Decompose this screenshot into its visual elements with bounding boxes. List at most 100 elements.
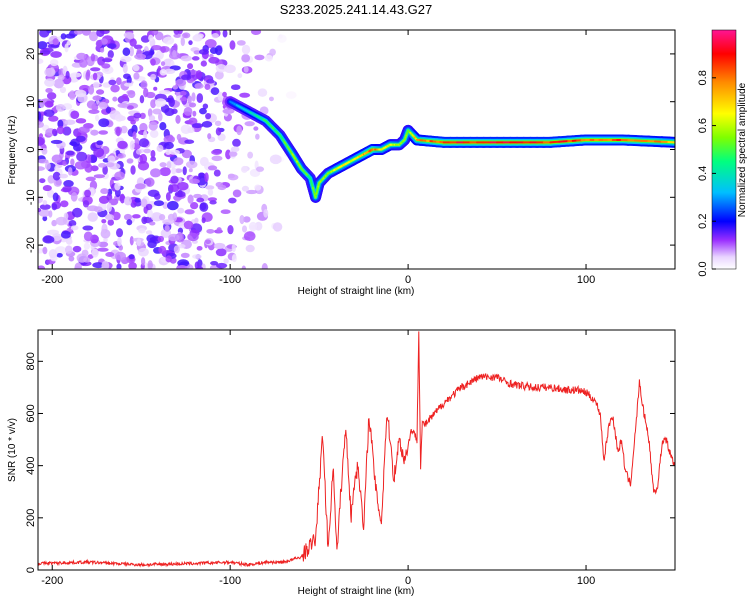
noise-blob xyxy=(137,160,150,171)
noise-blob xyxy=(44,78,56,87)
noise-blob xyxy=(242,216,251,223)
noise-blob xyxy=(147,260,153,269)
noise-blob xyxy=(253,126,259,131)
noise-blob xyxy=(81,30,92,36)
noise-blob xyxy=(194,83,204,89)
snr-x-axis: -200 -100 0 100 xyxy=(41,330,595,587)
noise-blob xyxy=(123,196,132,206)
noise-blob xyxy=(277,34,287,43)
noise-blob xyxy=(110,84,120,93)
noise-blob xyxy=(91,248,99,258)
snr-background xyxy=(38,330,675,570)
noise-blob xyxy=(241,185,249,192)
noise-blob xyxy=(134,53,147,60)
noise-blob xyxy=(51,128,58,136)
noise-blob xyxy=(232,138,241,147)
noise-blob xyxy=(237,73,243,79)
noise-blob xyxy=(150,168,162,178)
colorbar-tick-label: 0.6 xyxy=(697,118,709,133)
noise-blob xyxy=(172,212,178,222)
noise-blob xyxy=(132,214,141,219)
noise-blob xyxy=(150,73,157,81)
noise-blob xyxy=(191,92,196,102)
noise-blob xyxy=(148,115,156,122)
noise-blob xyxy=(174,190,186,198)
noise-blob xyxy=(250,30,262,35)
noise-blob xyxy=(38,209,51,217)
noise-blob xyxy=(204,83,211,90)
noise-blob xyxy=(47,189,55,198)
noise-blob xyxy=(202,103,209,110)
noise-blob xyxy=(105,162,115,168)
noise-blob xyxy=(94,114,100,122)
noise-blob xyxy=(41,147,48,155)
noise-blob xyxy=(240,165,248,173)
snr-y-tick-label: 200 xyxy=(25,509,37,527)
noise-blob xyxy=(162,219,174,225)
noise-blob xyxy=(44,100,54,108)
noise-blob xyxy=(187,63,194,70)
noise-blob xyxy=(206,79,215,84)
noise-blob xyxy=(89,187,95,197)
noise-blob xyxy=(51,219,57,227)
colorbar-title: Normalized spectral amplitude xyxy=(737,82,748,217)
noise-blob xyxy=(217,184,227,191)
noise-blob xyxy=(74,160,87,170)
noise-blob xyxy=(172,49,177,58)
noise-blob xyxy=(246,189,258,195)
spectrogram-y-tick-label: 0 xyxy=(25,146,37,152)
noise-blob xyxy=(207,188,214,196)
noise-blob xyxy=(93,206,103,213)
noise-blob xyxy=(216,262,228,269)
noise-blob xyxy=(151,30,159,36)
noise-blob xyxy=(55,216,68,226)
noise-blob xyxy=(114,114,124,122)
noise-blob xyxy=(126,105,134,110)
noise-blob xyxy=(255,166,265,172)
noise-blob xyxy=(173,157,184,166)
snr-x-tick-label: 100 xyxy=(577,575,595,587)
noise-blob xyxy=(76,52,87,60)
noise-blob xyxy=(209,53,214,58)
noise-blob xyxy=(147,189,160,197)
noise-blob xyxy=(269,48,276,56)
noise-blob xyxy=(75,118,87,124)
snr-y-tick-label: 800 xyxy=(25,352,37,370)
noise-blob xyxy=(175,114,181,124)
noise-blob xyxy=(185,160,198,169)
noise-blob xyxy=(72,143,83,152)
noise-blob xyxy=(95,89,105,95)
noise-blob xyxy=(187,95,192,104)
noise-blob xyxy=(188,40,193,46)
noise-blob xyxy=(51,203,58,211)
noise-blob xyxy=(52,38,59,46)
noise-blob xyxy=(38,121,44,128)
noise-blob xyxy=(134,138,140,145)
noise-blob xyxy=(140,257,146,266)
noise-blob xyxy=(192,110,197,117)
noise-blob xyxy=(123,82,133,87)
noise-blob xyxy=(84,189,92,198)
noise-blob xyxy=(177,259,190,267)
noise-blob xyxy=(85,176,96,182)
noise-blob xyxy=(79,59,88,68)
noise-blob xyxy=(200,60,207,67)
noise-blob xyxy=(42,184,52,192)
noise-blob xyxy=(204,239,211,245)
noise-blob xyxy=(261,262,268,269)
noise-blob xyxy=(54,246,67,256)
noise-blob xyxy=(158,112,163,122)
noise-blob xyxy=(171,108,178,114)
noise-blob xyxy=(269,96,274,102)
noise-blob xyxy=(39,204,51,210)
noise-blob xyxy=(165,255,172,263)
noise-blob xyxy=(42,235,55,244)
noise-blob xyxy=(239,214,245,225)
noise-blob xyxy=(59,173,69,179)
noise-blob xyxy=(194,217,199,224)
noise-blob xyxy=(38,207,42,213)
snr-x-tick-label: 0 xyxy=(405,575,411,587)
noise-blob xyxy=(137,247,149,257)
noise-blob xyxy=(97,163,107,168)
noise-blob xyxy=(130,119,136,125)
